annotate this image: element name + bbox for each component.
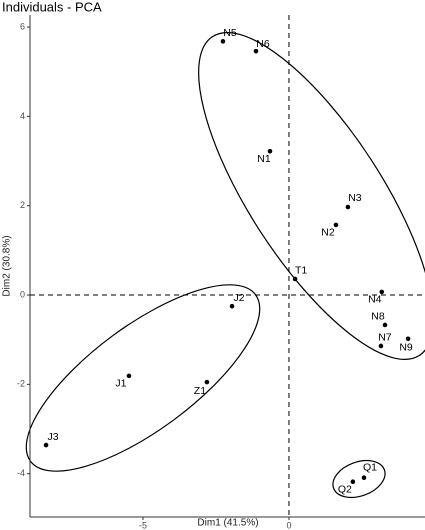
point-label: N6 [256,38,270,50]
y-tick-label: 2 [20,200,25,210]
point [345,204,351,210]
x-tick-label: 0 [286,520,291,530]
point-label: J2 [233,292,244,304]
point [333,222,339,228]
point [361,475,367,480]
x-tick-label: -5 [139,520,147,530]
point-label: N8 [371,311,385,323]
y-tick-label: 0 [20,289,25,299]
point-label: N9 [399,342,413,354]
chart-title: Individuals - PCA [2,0,102,14]
point [43,442,49,448]
point [267,148,273,154]
point [126,373,132,379]
y-tick-label: -4 [17,468,25,478]
group-ellipses [25,32,425,499]
point [350,479,356,485]
point [382,322,388,328]
point-label: N2 [321,227,335,239]
point-label: Q2 [338,483,352,495]
point-label: N3 [348,192,362,204]
y-tick-label: 6 [20,21,25,31]
point-label: Q1 [363,461,377,473]
point-label: N1 [257,153,271,165]
point [405,336,411,342]
y-tick-label: -2 [17,379,25,389]
ellipse [198,32,425,360]
point-label: T1 [295,265,307,277]
point-label: J3 [48,431,59,443]
point [229,303,235,309]
point-label: Z1 [194,385,206,397]
ellipse [25,284,261,472]
point [379,289,385,295]
ellipse [332,459,386,499]
point [378,343,384,349]
y-axis-title: Dim2 (30.8%) [2,235,13,296]
point [220,39,226,44]
point [292,276,298,282]
point [204,379,210,385]
point-label: N4 [368,294,382,306]
point-label: N7 [378,332,392,344]
point-label: J1 [115,378,126,390]
point-label: N5 [223,27,237,39]
x-axis-title: Dim1 (41.5%) [197,518,258,529]
y-tick-label: 4 [20,111,25,121]
point [253,48,259,54]
